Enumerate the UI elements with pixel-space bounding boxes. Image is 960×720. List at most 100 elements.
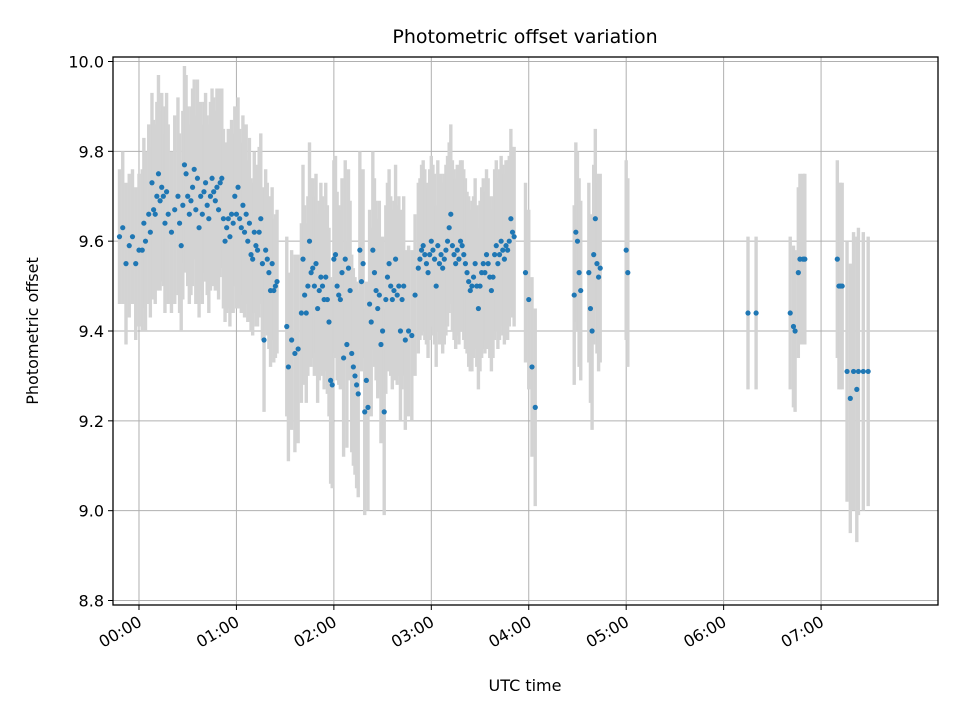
data-point [574, 238, 581, 244]
data-point [178, 243, 184, 249]
data-point [310, 265, 316, 271]
data-point [792, 328, 798, 334]
data-point [394, 292, 400, 298]
data-point [597, 265, 603, 271]
data-point [261, 337, 267, 343]
data-point [441, 256, 447, 262]
data-point [258, 216, 264, 222]
data-point [389, 296, 395, 303]
data-point [350, 364, 356, 370]
data-point [391, 287, 397, 294]
data-point [155, 171, 162, 177]
data-point [366, 301, 373, 307]
data-point [508, 216, 514, 222]
data-point [306, 238, 313, 244]
data-point [298, 310, 304, 316]
data-point [448, 211, 454, 217]
data-point [388, 283, 394, 289]
data-point [198, 193, 204, 199]
data-point [625, 270, 631, 276]
data-point [342, 256, 348, 262]
data-point [313, 261, 319, 267]
data-point [459, 243, 465, 249]
data-point [349, 350, 355, 357]
data-point [498, 238, 504, 244]
data-point [318, 274, 324, 280]
data-point [199, 211, 205, 217]
data-point [146, 211, 152, 217]
data-point [248, 252, 254, 258]
data-point [790, 323, 797, 330]
data-point [440, 265, 446, 271]
data-point [526, 296, 532, 303]
data-point [456, 256, 462, 262]
data-point [854, 386, 860, 392]
data-point [246, 220, 253, 226]
data-point [529, 364, 535, 370]
data-point [181, 162, 188, 168]
data-point [324, 296, 330, 303]
data-point [220, 216, 227, 222]
data-point [222, 238, 228, 244]
data-point [315, 305, 321, 312]
data-point [381, 409, 387, 415]
data-point [341, 355, 347, 361]
data-point [243, 211, 249, 217]
data-point [176, 220, 183, 226]
data-point [235, 184, 241, 190]
data-point [331, 256, 337, 262]
data-point [328, 377, 334, 384]
data-point [157, 198, 163, 204]
x-tick-label: 05:00 [583, 612, 632, 652]
data-point [225, 216, 231, 222]
data-point [475, 305, 482, 312]
data-point [256, 229, 262, 235]
data-point [193, 207, 199, 213]
data-point [215, 207, 222, 213]
data-point [436, 261, 443, 267]
data-point [189, 184, 196, 190]
data-point [483, 252, 490, 258]
data-point [253, 243, 259, 249]
data-point [207, 193, 214, 199]
data-point [230, 220, 236, 226]
data-point [129, 234, 136, 240]
data-point [589, 328, 595, 334]
data-point [435, 243, 441, 249]
data-point [370, 247, 376, 253]
x-tick-label: 07:00 [778, 612, 827, 652]
data-point [470, 274, 477, 280]
data-point [431, 256, 438, 262]
data-point [227, 234, 233, 240]
data-point [472, 261, 478, 267]
data-point [212, 198, 218, 204]
data-point [433, 283, 439, 289]
data-point [500, 247, 506, 253]
data-point [214, 184, 220, 190]
data-point [368, 319, 374, 325]
data-point [292, 350, 298, 357]
data-point [847, 395, 853, 401]
data-point [329, 382, 335, 388]
data-point [451, 252, 457, 258]
y-tick-label: 9.4 [79, 322, 104, 341]
data-point [347, 287, 353, 294]
data-point [269, 261, 275, 267]
data-point [185, 193, 191, 199]
data-point [147, 229, 153, 235]
data-point [594, 261, 600, 267]
data-point [495, 261, 501, 267]
x-axis-label: UTC time [489, 676, 562, 695]
data-point [453, 261, 459, 267]
data-point [860, 368, 866, 375]
data-point [376, 292, 382, 298]
data-point [339, 270, 345, 276]
data-point [360, 261, 366, 267]
data-point [430, 247, 436, 253]
data-point [204, 202, 210, 208]
data-point [154, 193, 160, 199]
data-point [591, 252, 597, 258]
data-point [172, 207, 178, 213]
data-point [425, 270, 431, 276]
